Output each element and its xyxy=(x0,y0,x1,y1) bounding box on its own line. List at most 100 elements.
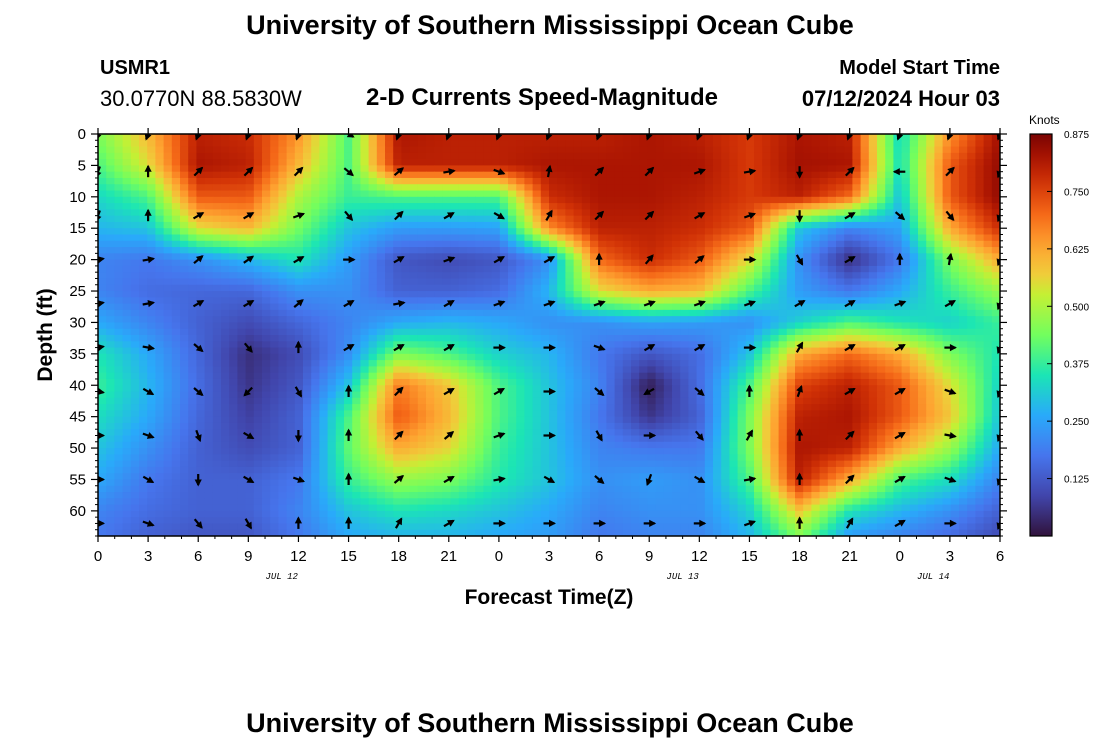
heatmap-cell xyxy=(499,335,509,342)
heatmap-cell xyxy=(565,165,575,173)
heatmap-cell xyxy=(926,165,935,173)
heatmap-cell xyxy=(770,335,780,342)
heatmap-cell xyxy=(508,385,517,393)
heatmap-cell xyxy=(926,309,935,317)
heatmap-cell xyxy=(491,404,501,411)
heatmap-cell xyxy=(434,165,443,173)
heatmap-cell xyxy=(713,347,722,355)
heatmap-cell xyxy=(663,372,673,380)
heatmap-cell xyxy=(639,372,648,380)
heatmap-cell xyxy=(352,309,361,317)
heatmap-cell xyxy=(786,265,796,273)
heatmap-cell xyxy=(598,397,607,405)
heatmap-cell xyxy=(770,353,780,361)
heatmap-cell xyxy=(188,284,197,292)
heatmap-cell xyxy=(532,353,542,361)
heatmap-cell xyxy=(868,322,878,330)
heatmap-cell xyxy=(959,378,968,386)
heatmap-cell xyxy=(565,410,575,418)
heatmap-cell xyxy=(901,372,911,380)
heatmap-cell xyxy=(795,335,804,342)
heatmap-cell xyxy=(196,416,206,424)
heatmap-cell xyxy=(188,366,197,374)
heatmap-cell xyxy=(672,228,681,236)
heatmap-cell xyxy=(688,221,698,229)
heatmap-cell xyxy=(836,203,845,210)
heatmap-cell xyxy=(614,159,624,167)
heatmap-cell xyxy=(934,240,944,248)
heatmap-cell xyxy=(426,353,435,361)
heatmap-cell xyxy=(385,134,394,141)
heatmap-cell xyxy=(147,247,156,254)
heatmap-cell xyxy=(590,391,599,399)
heatmap-cell xyxy=(836,272,845,280)
heatmap-cell xyxy=(319,240,329,248)
heatmap-cell xyxy=(229,171,238,179)
heatmap-cell xyxy=(508,366,517,374)
heatmap-cell xyxy=(819,385,829,393)
heatmap-cell xyxy=(926,322,935,330)
heatmap-cell xyxy=(434,341,443,349)
heatmap-cell xyxy=(196,272,206,280)
heatmap-cell xyxy=(631,309,640,317)
heatmap-cell xyxy=(130,203,140,210)
heatmap-cell xyxy=(122,146,132,154)
heatmap-cell xyxy=(860,309,870,317)
heatmap-cell xyxy=(417,397,427,405)
heatmap-cell xyxy=(696,378,706,386)
heatmap-cell xyxy=(631,360,640,368)
heatmap-cell xyxy=(499,297,509,305)
heatmap-cell xyxy=(237,215,247,223)
heatmap-cell xyxy=(458,177,468,185)
heatmap-cell xyxy=(786,278,796,286)
heatmap-cell xyxy=(106,309,115,317)
heatmap-cell xyxy=(942,335,952,342)
heatmap-cell xyxy=(909,410,919,418)
heatmap-cell xyxy=(376,240,386,248)
heatmap-cell xyxy=(385,291,394,298)
heatmap-cell xyxy=(819,335,829,342)
heatmap-cell xyxy=(852,140,862,148)
heatmap-cell xyxy=(409,152,419,160)
heatmap-cell xyxy=(663,215,673,223)
heatmap-cell xyxy=(303,328,312,336)
heatmap-cell xyxy=(106,134,115,141)
heatmap-cell xyxy=(270,416,279,424)
heatmap-cell xyxy=(450,284,460,292)
heatmap-cell xyxy=(540,303,550,311)
heatmap-cell xyxy=(483,372,493,380)
heatmap-cell xyxy=(262,140,271,148)
heatmap-cell xyxy=(458,190,468,198)
heatmap-cell xyxy=(442,347,452,355)
heatmap-cell xyxy=(139,228,148,236)
heatmap-cell xyxy=(565,234,575,242)
heatmap-cell xyxy=(442,253,452,261)
heatmap-cell xyxy=(508,335,517,342)
heatmap-cell xyxy=(934,353,944,361)
heatmap-cell xyxy=(901,247,911,254)
heatmap-cell xyxy=(139,159,148,167)
heatmap-cell xyxy=(680,234,689,242)
heatmap-cell xyxy=(918,284,927,292)
heatmap-cell xyxy=(212,228,222,236)
heatmap-cell xyxy=(442,284,452,292)
heatmap-cell xyxy=(311,203,320,210)
heatmap-cell xyxy=(229,303,238,311)
heatmap-cell xyxy=(672,140,681,148)
heatmap-cell xyxy=(795,316,804,324)
heatmap-cell xyxy=(803,360,812,368)
heatmap-cell xyxy=(196,234,206,242)
heatmap-cell xyxy=(344,284,353,292)
heatmap-cell xyxy=(860,372,870,380)
heatmap-cell xyxy=(934,253,944,261)
heatmap-cell xyxy=(754,209,763,217)
heatmap-cell xyxy=(499,341,509,349)
heatmap-cell xyxy=(335,171,345,179)
heatmap-cell xyxy=(417,146,427,154)
heatmap-cell xyxy=(590,253,599,261)
heatmap-cell xyxy=(450,291,460,298)
heatmap-cell xyxy=(934,272,944,280)
heatmap-cell xyxy=(98,184,107,192)
heatmap-cell xyxy=(549,165,558,173)
heatmap-cell xyxy=(409,159,419,167)
